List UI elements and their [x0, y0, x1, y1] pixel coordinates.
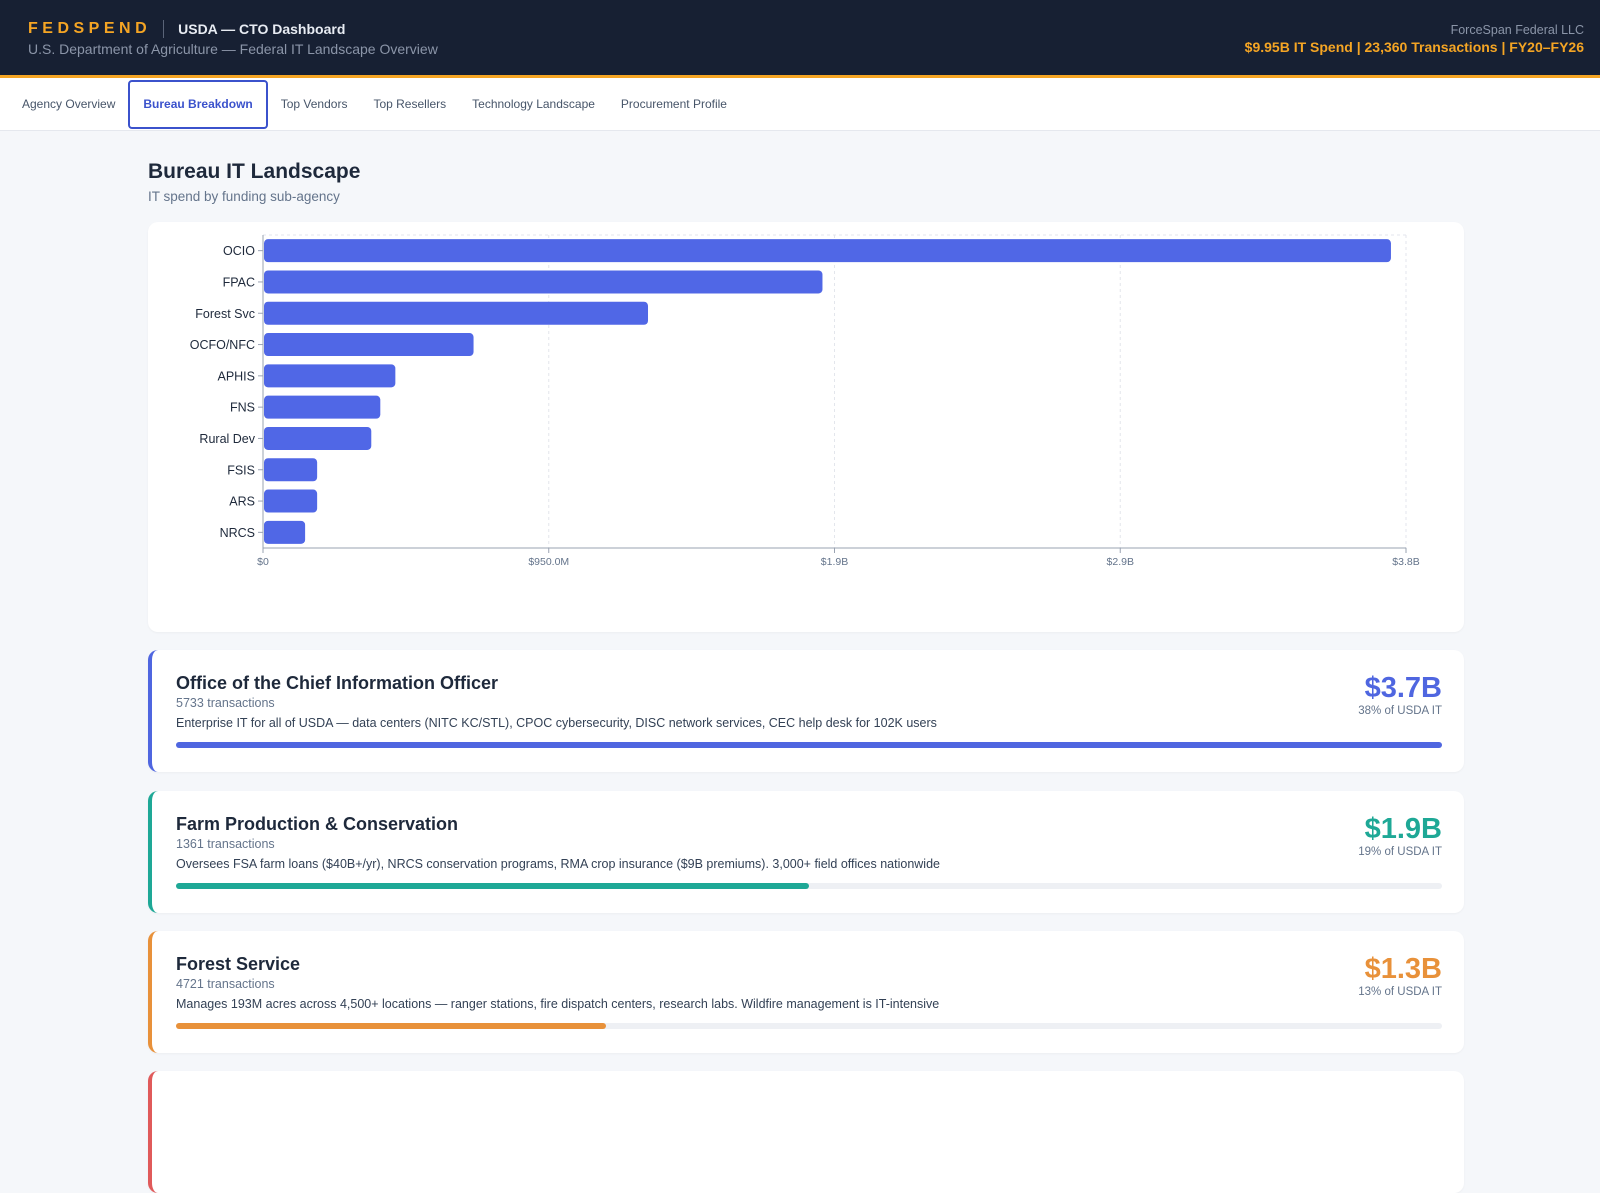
- bar-aphis: [264, 364, 396, 388]
- x-tick-label: $1.9B: [821, 556, 848, 568]
- bar-forest-svc: [264, 301, 649, 325]
- x-tick-label: $950.0M: [528, 556, 569, 568]
- bureau-amount: $1.9B: [1364, 813, 1442, 845]
- bureau-description: Manages 193M acres across 4,500+ locatio…: [176, 997, 940, 1011]
- tab-technology-landscape[interactable]: Technology Landscape: [472, 97, 595, 111]
- bar-nrcs: [264, 520, 306, 544]
- bar-fpac: [264, 270, 823, 294]
- fedspend-logo[interactable]: FEDSPEND: [28, 20, 152, 37]
- main-content: Bureau IT Landscape IT spend by funding …: [148, 160, 1464, 1193]
- bureau-transactions: 5733 transactions: [176, 696, 275, 710]
- bureau-share: 13% of USDA IT: [1358, 986, 1442, 998]
- bureau-name: Forest Service: [176, 954, 301, 974]
- bureau-bar-chart: $0 $950.0M $1.9B $2.9B $3.8B OCIO FPAC Forest S…: [190, 234, 1420, 568]
- tab-bureau-breakdown[interactable]: Bureau Breakdown: [128, 79, 268, 129]
- bureau-share-track: [176, 1023, 1442, 1029]
- agency-subtitle: U.S. Department of Agriculture — Federal…: [28, 41, 438, 57]
- brand-divider: [163, 20, 165, 38]
- tab-procurement-profile[interactable]: Procurement Profile: [620, 97, 727, 111]
- bureau-share-track: [176, 883, 1442, 889]
- tab-top-resellers[interactable]: Top Resellers: [373, 97, 447, 111]
- bar-ocio: [264, 239, 1391, 263]
- top-header: FEDSPEND USDA — CTO Dashboard U.S. Depar…: [0, 0, 1600, 78]
- bar-ars: [264, 489, 318, 513]
- bureau-amount: $1.3B: [1364, 953, 1442, 985]
- bar-ocfo-nfc: [264, 333, 474, 357]
- tab-top-vendors[interactable]: Top Vendors: [280, 97, 348, 111]
- category-label: ARS: [229, 495, 255, 509]
- bureau-transactions: 1361 transactions: [176, 837, 275, 851]
- bureau-share: 19% of USDA IT: [1358, 846, 1442, 858]
- bureau-card-fpac[interactable]: Farm Production & Conservation 1361 tran…: [148, 791, 1464, 913]
- bureau-share-track: [176, 742, 1442, 748]
- company-name: ForceSpan Federal LLC: [1450, 23, 1584, 37]
- bureau-share-bar: [176, 742, 1442, 748]
- x-tick-label: $2.9B: [1107, 556, 1134, 568]
- bar-fsis: [264, 458, 318, 482]
- brand: FEDSPEND USDA — CTO Dashboard: [28, 20, 345, 38]
- tab-bar: Agency Overview Bureau Breakdown Top Ven…: [0, 78, 1600, 131]
- category-label: NRCS: [220, 526, 255, 540]
- category-label: OCIO: [223, 244, 255, 258]
- category-label: Forest Svc: [195, 307, 255, 321]
- bureau-transactions: 4721 transactions: [176, 977, 275, 991]
- bureau-share-bar: [176, 883, 809, 889]
- bureau-chart-card: $0 $950.0M $1.9B $2.9B $3.8B OCIO FPAC Forest S…: [148, 222, 1464, 632]
- dashboard-title: USDA — CTO Dashboard: [178, 21, 346, 37]
- header-summary: ForceSpan Federal LLC $9.95B IT Spend | …: [1245, 23, 1584, 55]
- bureau-card-ocio[interactable]: Office of the Chief Information Officer …: [148, 650, 1464, 772]
- bureau-share-bar: [176, 1023, 607, 1029]
- category-label: Rural Dev: [199, 432, 255, 446]
- spend-stats: $9.95B IT Spend | 23,360 Transactions | …: [1244, 39, 1584, 55]
- bureau-name: Farm Production & Conservation: [176, 814, 459, 834]
- tab-agency-overview[interactable]: Agency Overview: [22, 97, 116, 111]
- x-tick-label: $0: [257, 556, 269, 568]
- category-label: FPAC: [223, 275, 255, 289]
- bureau-card-forest-service[interactable]: Forest Service 4721 transactions Manages…: [148, 931, 1464, 1053]
- category-label: OCFO/NFC: [190, 338, 255, 352]
- category-label: APHIS: [217, 369, 255, 383]
- category-label: FSIS: [227, 463, 255, 477]
- bureau-description: Enterprise IT for all of USDA — data cen…: [176, 716, 937, 730]
- bar-fns: [264, 395, 381, 419]
- bureau-share: 38% of USDA IT: [1358, 705, 1442, 717]
- x-tick-label: $3.8B: [1392, 556, 1419, 568]
- bureau-description: Oversees FSA farm loans ($40B+/yr), NRCS…: [176, 857, 940, 871]
- section-title: Bureau IT Landscape: [148, 160, 361, 183]
- bureau-name: Office of the Chief Information Officer: [176, 673, 499, 693]
- section-subtitle: IT spend by funding sub-agency: [148, 189, 340, 204]
- bureau-card-next[interactable]: [148, 1071, 1464, 1193]
- category-label: FNS: [230, 401, 255, 415]
- bar-rural-dev: [264, 426, 372, 450]
- bureau-amount: $3.7B: [1364, 672, 1442, 704]
